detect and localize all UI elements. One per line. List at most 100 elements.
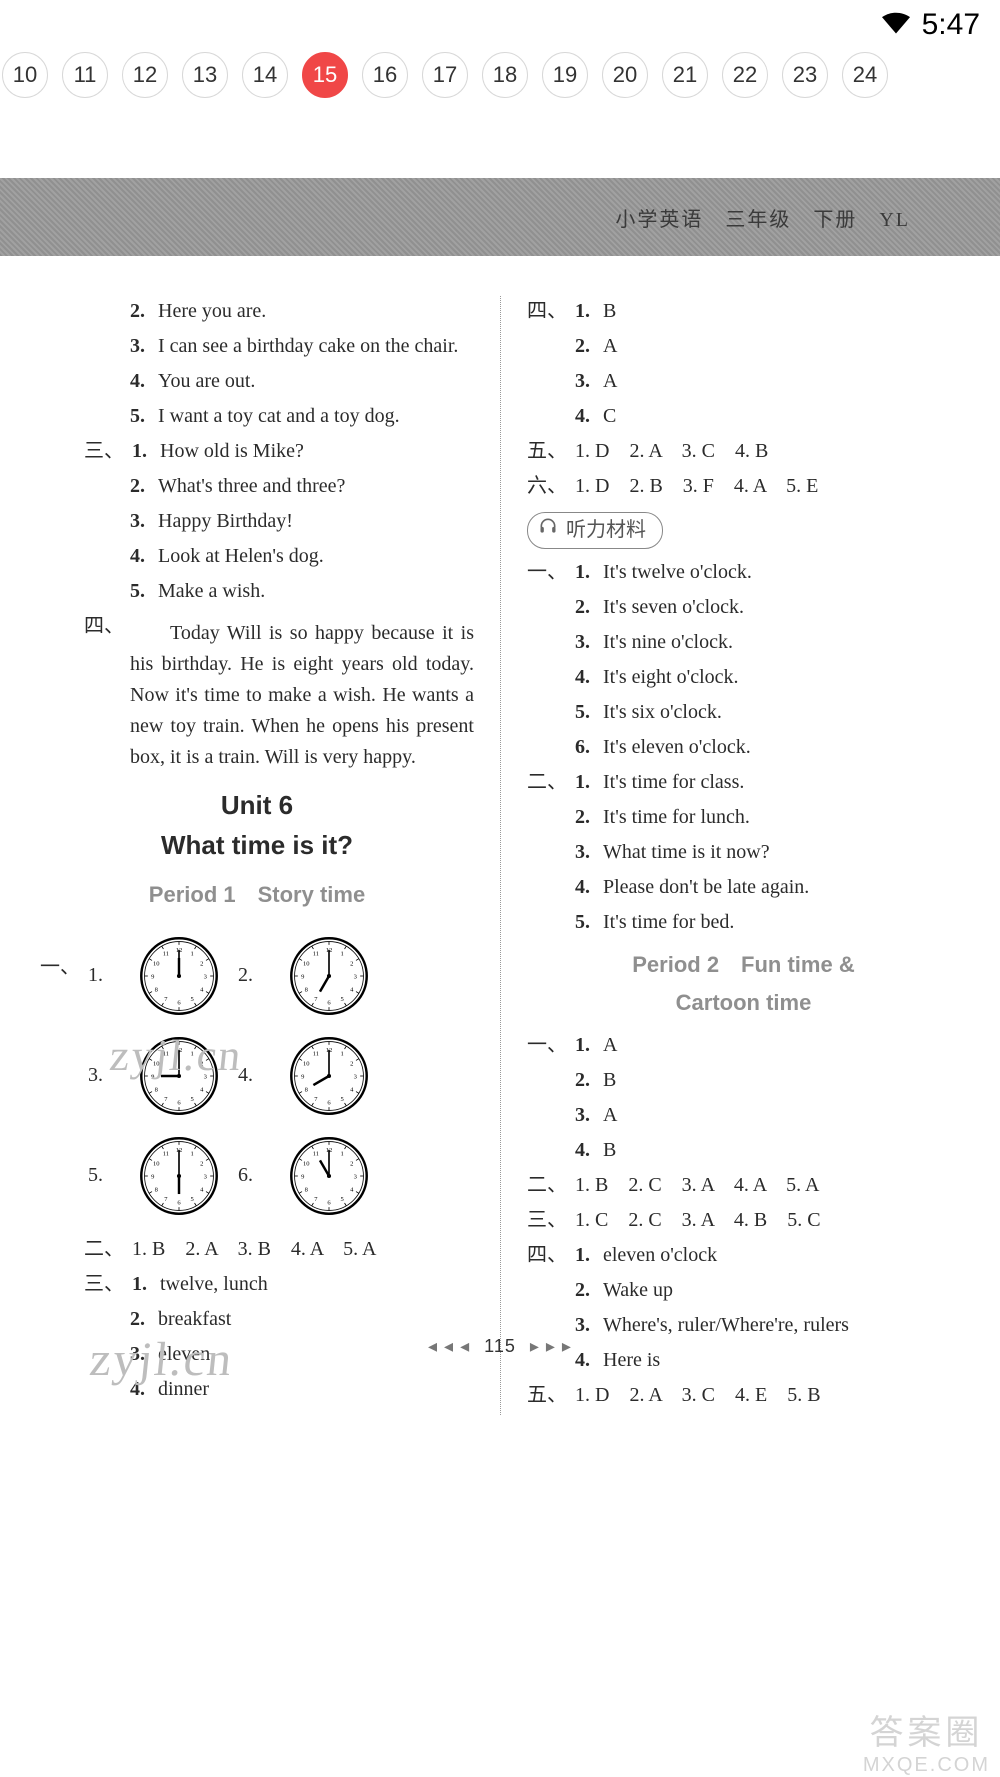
section-wu-r: 五、1. D 2. A 3. C 4. B — [527, 436, 960, 467]
period2-title-line2: Cartoon time — [527, 986, 960, 1020]
svg-text:2: 2 — [200, 960, 203, 967]
svg-text:9: 9 — [151, 1073, 154, 1080]
clock-label: 5. — [88, 1160, 128, 1191]
svg-text:1: 1 — [190, 1150, 193, 1157]
section-liu-r: 六、1. D 2. B 3. F 4. A 5. E — [527, 471, 960, 502]
text-line: 4.Look at Helen's dog. — [40, 541, 474, 572]
section-p2-yi: 一、1.A — [527, 1030, 960, 1061]
tab-15[interactable]: 15 — [302, 52, 348, 98]
page-content: 2.Here you are. 3.I can see a birthday c… — [0, 256, 1000, 1415]
logo-en: MXQE.COM — [863, 1754, 990, 1777]
svg-text:10: 10 — [153, 1060, 160, 1067]
logo-cn: 答案圈 — [863, 1705, 990, 1754]
clock-grid: 1. 121234567891011 2. 121234567891011 3.… — [88, 928, 378, 1224]
text-line: 6.It's eleven o'clock. — [527, 732, 960, 763]
status-time: 5:47 — [922, 8, 980, 42]
text-line: 5.It's six o'clock. — [527, 697, 960, 728]
svg-text:10: 10 — [303, 960, 310, 967]
text-line: 3.What time is it now? — [527, 837, 960, 868]
tab-18[interactable]: 18 — [482, 52, 528, 98]
svg-text:10: 10 — [153, 960, 160, 967]
tab-12[interactable]: 12 — [122, 52, 168, 98]
clock-face: 121234567891011 — [288, 935, 370, 1017]
tab-14[interactable]: 14 — [242, 52, 288, 98]
tab-17[interactable]: 17 — [422, 52, 468, 98]
text-line: 2.B — [527, 1065, 960, 1096]
text-line: 3.A — [527, 1100, 960, 1131]
status-bar: 5:47 — [0, 0, 1000, 46]
svg-text:11: 11 — [163, 1150, 169, 1157]
text-line: 4.dinner — [40, 1374, 474, 1405]
svg-text:11: 11 — [313, 1150, 319, 1157]
svg-text:1: 1 — [340, 1150, 343, 1157]
unit-title: Unit 6 — [40, 785, 474, 825]
text-line: 5.It's time for bed. — [527, 907, 960, 938]
section-yi: 一、 — [40, 922, 88, 1234]
text-line: 2.It's seven o'clock. — [527, 592, 960, 623]
footer-arrows-left: ◂ ◂ ◂ — [428, 1336, 470, 1356]
svg-text:10: 10 — [303, 1160, 310, 1167]
header-band: 小学英语 三年级 下册 YL — [0, 178, 1000, 256]
clock-face: 121234567891011 — [288, 1035, 370, 1117]
tab-10[interactable]: 10 — [2, 52, 48, 98]
header-text: 小学英语 三年级 下册 YL — [615, 203, 910, 232]
clock-label: 3. — [88, 1060, 128, 1091]
section-yi-r: 一、1.It's twelve o'clock. — [527, 557, 960, 588]
text-line: 3.Happy Birthday! — [40, 506, 474, 537]
clock-face: 121234567891011 — [138, 1035, 220, 1117]
text-line: 2.Here you are. — [40, 296, 474, 327]
right-column: 四、1.B 2.A 3.A 4.C 五、1. D 2. A 3. C 4. B … — [500, 296, 960, 1415]
text-line: 3.A — [527, 366, 960, 397]
section-san: 三、1.How old is Mike? — [40, 436, 474, 467]
tab-11[interactable]: 11 — [62, 52, 108, 98]
text-line: 5.I want a toy cat and a toy dog. — [40, 401, 474, 432]
text-line: 2.Wake up — [527, 1275, 960, 1306]
text-line: 2.What's three and three? — [40, 471, 474, 502]
clock-label: 1. — [88, 960, 128, 991]
tab-21[interactable]: 21 — [662, 52, 708, 98]
section-p2-san: 三、1. C 2. C 3. A 4. B 5. C — [527, 1205, 960, 1236]
clock-label: 4. — [238, 1060, 278, 1091]
period-title: Period 1 Story time — [40, 878, 474, 912]
svg-text:2: 2 — [350, 960, 353, 967]
clock-face: 121234567891011 — [138, 935, 220, 1017]
section-san2: 三、1.twelve, lunch — [40, 1269, 474, 1300]
svg-text:2: 2 — [200, 1160, 203, 1167]
tab-24[interactable]: 24 — [842, 52, 888, 98]
svg-text:9: 9 — [151, 1173, 154, 1180]
tab-22[interactable]: 22 — [722, 52, 768, 98]
svg-text:2: 2 — [200, 1060, 203, 1067]
text-line: 3.It's nine o'clock. — [527, 627, 960, 658]
page-number: 115 — [484, 1336, 516, 1356]
footer-arrows-right: ▸ ▸ ▸ — [530, 1336, 572, 1356]
corner-logo: 答案圈 MXQE.COM — [863, 1705, 990, 1777]
wifi-icon — [882, 12, 910, 39]
svg-text:10: 10 — [153, 1160, 160, 1167]
clock-label: 2. — [238, 960, 278, 991]
svg-text:9: 9 — [301, 1173, 304, 1180]
svg-text:1: 1 — [340, 1050, 343, 1057]
tab-19[interactable]: 19 — [542, 52, 588, 98]
svg-text:9: 9 — [151, 973, 154, 980]
tab-20[interactable]: 20 — [602, 52, 648, 98]
unit-subtitle: What time is it? — [40, 825, 474, 865]
tab-16[interactable]: 16 — [362, 52, 408, 98]
section-p2-wu: 五、1. D 2. A 3. C 4. E 5. B — [527, 1380, 960, 1411]
left-column: 2.Here you are. 3.I can see a birthday c… — [40, 296, 500, 1415]
tab-23[interactable]: 23 — [782, 52, 828, 98]
text-line: 5.Make a wish. — [40, 576, 474, 607]
svg-text:11: 11 — [163, 1050, 169, 1057]
text-line: 4.You are out. — [40, 366, 474, 397]
clock-face: 121234567891011 — [138, 1135, 220, 1217]
tab-13[interactable]: 13 — [182, 52, 228, 98]
clock-label: 6. — [238, 1160, 278, 1191]
listening-box: 听力材料 — [527, 512, 663, 549]
section-er: 二、1. B 2. A 3. B 4. A 5. A — [40, 1234, 474, 1265]
text-line: 4.It's eight o'clock. — [527, 662, 960, 693]
section-p2-si: 四、1.eleven o'clock — [527, 1240, 960, 1271]
text-line: 3.I can see a birthday cake on the chair… — [40, 331, 474, 362]
text-line: 4.Please don't be late again. — [527, 872, 960, 903]
listening-label: 听力材料 — [566, 515, 646, 546]
svg-text:1: 1 — [190, 950, 193, 957]
svg-text:1: 1 — [190, 1050, 193, 1057]
